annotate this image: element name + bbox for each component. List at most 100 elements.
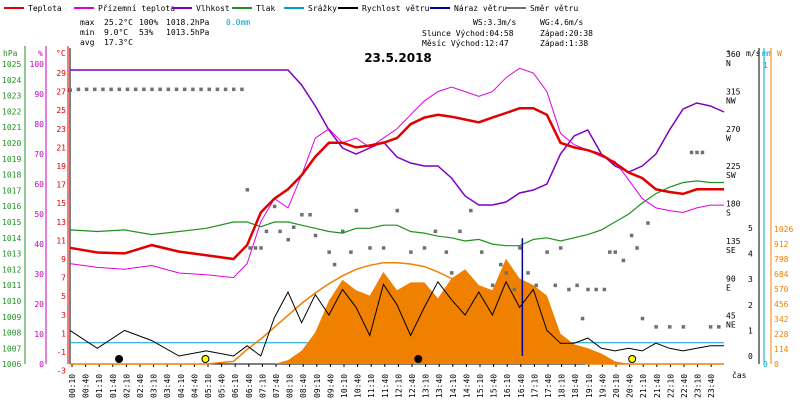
wind-direction-point <box>76 87 81 92</box>
x-tick-label: 18:10 <box>558 374 567 398</box>
wind-direction-point <box>621 258 626 263</box>
dir-compass-label: SW <box>726 171 736 180</box>
wind-direction-point <box>300 213 304 217</box>
sunrise-marker <box>201 355 210 363</box>
pct-tick-label: 20 <box>34 300 44 309</box>
pct-tick-label: 70 <box>34 150 44 159</box>
x-tick-label: 14:40 <box>462 374 471 398</box>
dir-tick-label: 225 <box>726 162 741 171</box>
stat-humidity: 53% <box>139 28 154 37</box>
x-tick-label: 05:10 <box>204 374 213 398</box>
temp-tick-label: 17 <box>56 181 66 190</box>
dir-compass-label: W <box>726 134 731 143</box>
w-tick-label: 684 <box>774 270 789 279</box>
x-tick-label: 13:10 <box>422 374 431 398</box>
wind-direction-point <box>158 87 162 92</box>
x-tick-label: 18:40 <box>571 374 580 398</box>
w-axis-label: W <box>777 49 782 58</box>
sunset-marker <box>628 355 637 363</box>
wind-direction-point <box>553 283 558 288</box>
x-tick-label: 19:10 <box>585 374 594 398</box>
x-tick-label: 02:40 <box>136 374 145 398</box>
legend-label: Náraz větru <box>454 4 507 13</box>
hpa-tick-label: 1024 <box>2 76 21 85</box>
hpa-tick-label: 1010 <box>2 297 21 306</box>
pct-tick-label: 90 <box>34 90 44 99</box>
wind-direction-point <box>308 213 312 217</box>
hpa-tick-label: 1022 <box>2 107 21 116</box>
wind-direction-point <box>504 271 508 275</box>
hpa-axis-label: hPa <box>3 49 18 58</box>
wind-direction-point <box>602 287 607 292</box>
wind-direction-point <box>341 229 345 234</box>
wind-sun-info: WS:3.3m/s WG:4.6m/s Slunce Východ:04:58 Záp… <box>422 18 593 48</box>
hpa-tick-label: 1018 <box>2 171 21 180</box>
temp-tick-label: 9 <box>61 255 66 264</box>
wind-direction-point <box>395 208 399 213</box>
wind-direction-point <box>580 316 585 321</box>
wind-direction-point <box>469 208 473 213</box>
wind-direction-point <box>422 246 427 250</box>
dir-tick-label: 315 <box>726 87 741 96</box>
wind-direction-point <box>646 221 650 225</box>
stat-humidity: 100% <box>139 18 158 27</box>
wind-direction-point <box>654 325 658 329</box>
legend: Teplota Přízemní teplota Vlhkost Tlak Srážky… <box>4 4 578 13</box>
wind-direction-point <box>458 229 462 234</box>
ms-tick-label: 2 <box>748 301 753 310</box>
x-tick-label: 06:10 <box>231 374 240 398</box>
wind-direction-point <box>490 283 495 288</box>
hpa-tick-label: 1023 <box>2 92 21 101</box>
x-tick-label: 12:10 <box>394 374 403 398</box>
temp-tick-label: -3 <box>56 367 66 376</box>
x-tick-label: 17:10 <box>530 374 539 398</box>
chart-title: 23.5.2018 <box>364 51 432 65</box>
x-tick-label: 23:40 <box>707 374 716 398</box>
temp-tick-label: 25 <box>56 106 66 115</box>
stat-temp: 25.2°C <box>104 18 133 27</box>
dir-tick-label: 360 <box>726 50 741 59</box>
wind-speed-line <box>69 280 724 357</box>
pressure-line <box>69 180 724 247</box>
x-tick-label: 00:10 <box>68 374 77 398</box>
w-tick-label: 798 <box>774 255 789 264</box>
pct-tick-label: 10 <box>34 330 44 339</box>
wind-direction-point <box>215 87 220 92</box>
moonrise-marker <box>414 355 423 363</box>
x-tick-label: 12:40 <box>408 374 417 398</box>
info-sunrise: Slunce Východ:04:58 <box>422 29 514 38</box>
x-tick-label: 21:40 <box>653 374 662 398</box>
wind-direction-point <box>150 87 154 92</box>
moonset-marker <box>115 355 124 363</box>
wind-direction-point <box>545 250 549 254</box>
pct-tick-label: 50 <box>34 210 44 219</box>
wind-direction-point <box>264 229 269 234</box>
wind-direction-point <box>248 246 252 250</box>
wind-direction-point <box>291 225 296 229</box>
axes: hPa1025102410231022102110201019101810171… <box>2 46 793 398</box>
temp-axis-label: °C <box>56 49 66 58</box>
wind-direction-point <box>166 87 171 92</box>
legend-label: Teplota <box>28 4 62 13</box>
wind-direction-point <box>286 237 290 242</box>
wind-direction-point <box>125 87 130 92</box>
temp-tick-label: 7 <box>61 274 66 283</box>
wind-direction-point <box>608 250 612 254</box>
x-tick-label: 01:10 <box>95 374 104 398</box>
temp-tick-label: 15 <box>56 199 66 208</box>
mm-tick-label: 1 <box>763 61 768 70</box>
wind-direction-point <box>191 87 195 92</box>
wind-direction-point <box>84 87 89 92</box>
temp-tick-label: 21 <box>56 143 66 152</box>
dir-tick-label: 135 <box>726 237 741 246</box>
x-tick-label: 11:40 <box>381 374 390 398</box>
stat-rain: 0.0mm <box>226 18 250 27</box>
solar-radiation-area <box>70 258 724 364</box>
wind-direction-point <box>313 233 318 238</box>
wind-direction-point <box>640 316 645 321</box>
x-tick-label: 06:40 <box>245 374 254 398</box>
wind-direction-point <box>232 87 236 92</box>
dir-tick-label: 270 <box>726 125 741 134</box>
temp-tick-label: 5 <box>61 292 66 301</box>
hpa-tick-label: 1019 <box>2 155 21 164</box>
